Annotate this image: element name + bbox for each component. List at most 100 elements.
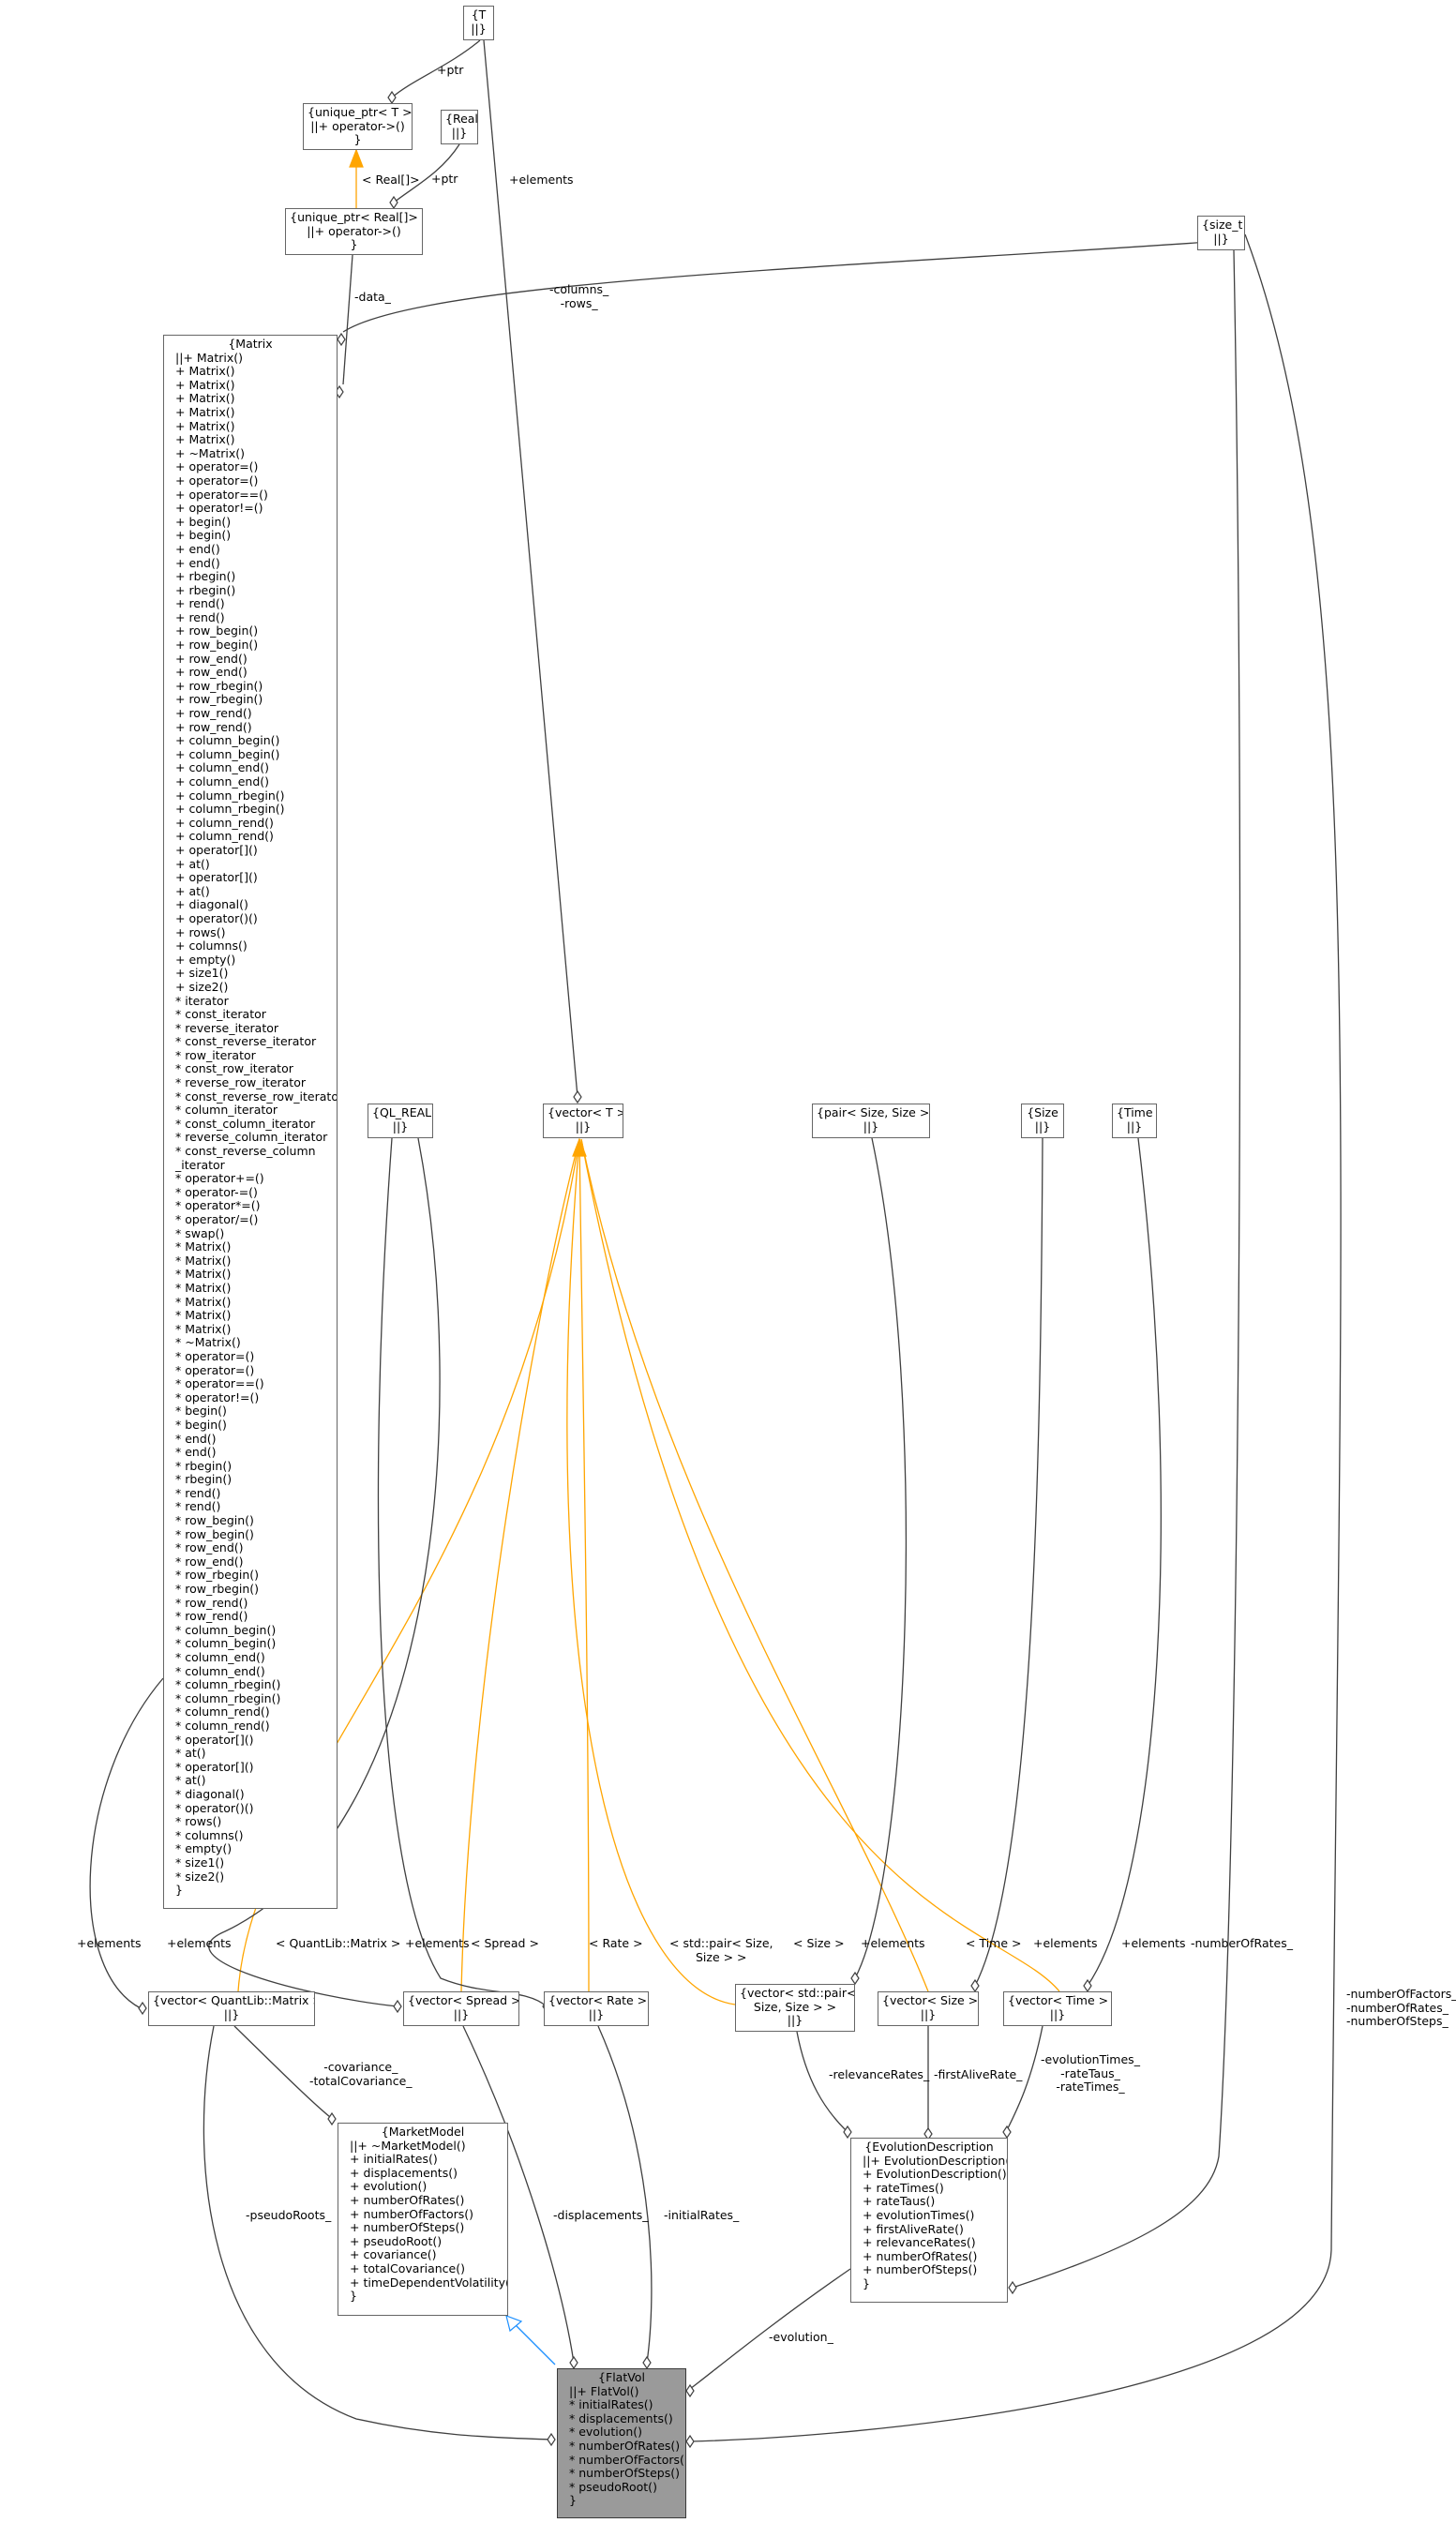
class-member: + operator=() — [175, 459, 259, 474]
class-member: * diagonal() — [175, 1786, 245, 1801]
class-member: + relevanceRates() — [863, 2235, 976, 2250]
class-member: + end() — [175, 555, 220, 570]
edge-label-elements-ql-real-a: +elements — [167, 1936, 232, 1950]
class-title: {Size — [1027, 1105, 1058, 1119]
inheritance-arrow — [505, 2315, 523, 2333]
class-node-unique-ptr-t[interactable]: {unique_ptr< T > ||+ operator->()} — [303, 103, 413, 150]
edge-label-ptr-real: +ptr — [431, 172, 458, 186]
class-member: * size1() — [175, 1855, 225, 1870]
class-member: * Matrix() — [175, 1321, 232, 1336]
class-member: + column_rbegin() — [175, 802, 285, 817]
class-member: * swap() — [175, 1225, 225, 1240]
class-member: * at() — [175, 1773, 206, 1788]
class-member: ||} — [1213, 231, 1229, 246]
class-member: + rend() — [175, 596, 225, 611]
edge-label-initial-rates: -initialRates_ — [664, 2208, 740, 2222]
class-member: ||} — [453, 2006, 470, 2021]
class-member: + row_end() — [175, 665, 248, 680]
class-member: + size1() — [175, 966, 229, 981]
class-member: + numberOfSteps() — [863, 2262, 978, 2277]
class-member: * const_reverse_column — [175, 1144, 316, 1159]
edge-pseudo-roots — [203, 2025, 552, 2440]
class-member: ||} — [451, 125, 468, 140]
edge-covariance — [233, 2025, 331, 2118]
edge-label-elements-time: +elements — [1121, 1936, 1186, 1950]
class-member: + numberOfRates() — [350, 2192, 465, 2207]
class-member: * operator()() — [175, 1800, 254, 1815]
class-member: * operator[]() — [175, 1759, 254, 1774]
class-member: * end() — [175, 1445, 217, 1460]
class-member: * empty() — [175, 1841, 233, 1856]
class-title: {pair< Size, Size > — [817, 1105, 930, 1119]
class-member: * const_iterator — [175, 1007, 266, 1022]
class-node-vector-rate[interactable]: {vector< Rate > ||} — [544, 1991, 649, 2026]
class-member: + row_rend() — [175, 719, 252, 734]
class-node-vector-size[interactable]: {vector< Size > ||} — [878, 1991, 979, 2026]
class-member: * operator*=() — [175, 1198, 261, 1213]
class-node-vector-matrix[interactable]: {vector< QuantLib::Matrix > ||} — [148, 1991, 315, 2026]
class-member: ||+ operator->() — [310, 118, 405, 133]
class-member: + rateTimes() — [863, 2180, 944, 2195]
class-node-t[interactable]: {T ||} — [463, 6, 494, 40]
class-member: * const_reverse_row_iterator — [175, 1089, 338, 1104]
class-node-evolution-description[interactable]: {EvolutionDescription ||+ EvolutionDescri… — [850, 2138, 1008, 2303]
class-member: ||} — [920, 2006, 937, 2021]
class-member: * Matrix() — [175, 1308, 232, 1323]
class-member: * pseudoRoot() — [569, 2479, 657, 2494]
class-node-flat-vol[interactable]: {FlatVol ||+ FlatVol() * initialRates() * d… — [557, 2368, 686, 2518]
class-member: Size, Size > > — [753, 1999, 837, 2014]
class-node-size-t[interactable]: {size_t ||} — [1197, 216, 1245, 250]
class-node-vector-t[interactable]: {vector< T > ||} — [543, 1104, 623, 1138]
class-member: + size2() — [175, 979, 229, 994]
class-node-vector-spread[interactable]: {vector< Spread > ||} — [403, 1991, 519, 2026]
class-member: + row_rbegin() — [175, 692, 263, 707]
edge-label-elements-ql-real-b: +elements — [405, 1936, 470, 1950]
class-member: + rows() — [175, 924, 226, 939]
aggregation-diamond — [1008, 2280, 1017, 2295]
class-node-size[interactable]: {Size ||} — [1021, 1104, 1064, 1138]
class-member: * column_iterator — [175, 1103, 278, 1118]
class-member: + ~Matrix() — [175, 445, 246, 460]
class-member: + Matrix() — [175, 377, 235, 392]
aggregation-diamond — [337, 332, 346, 347]
edge-evolution — [689, 2268, 851, 2390]
class-member: * iterator — [175, 993, 229, 1008]
class-node-ql-real[interactable]: {QL_REAL ||} — [368, 1104, 433, 1138]
edge-label-relevance-rates: -relevanceRates_ — [829, 2067, 930, 2081]
edge-label-covariance: -covariance_ -totalCovariance_ — [309, 2060, 413, 2088]
class-member: * operator!=() — [175, 1389, 260, 1404]
class-node-unique-ptr-real[interactable]: {unique_ptr< Real[]> ||+ operator->()} — [285, 208, 423, 255]
class-title: {unique_ptr< T > — [308, 105, 413, 119]
class-title: {T — [471, 8, 487, 22]
edge-label-binding-pair: < std::pair< Size, Size > > — [669, 1936, 773, 1964]
class-member: + column_end() — [175, 760, 270, 775]
class-member: + begin() — [175, 528, 232, 543]
class-member: + empty() — [175, 952, 236, 967]
class-member: * operator/=() — [175, 1212, 259, 1226]
class-member: * column_begin() — [175, 1636, 277, 1651]
edge-label-data: -data_ — [354, 290, 391, 304]
class-node-vector-pair[interactable]: {vector< std::pair< Size, Size > > ||} — [735, 1984, 855, 2032]
class-member: + EvolutionDescription() — [863, 2167, 1007, 2182]
class-node-matrix[interactable]: {Matrix ||+ Matrix() + Matrix() + Matrix() +… — [163, 335, 338, 1909]
class-member: * row_end() — [175, 1540, 244, 1555]
edge-elements-size — [974, 1137, 1043, 1987]
edge-elements-t — [483, 39, 578, 1098]
class-member: * operator==() — [175, 1376, 264, 1391]
class-node-vector-time[interactable]: {vector< Time > ||} — [1003, 1991, 1112, 2026]
class-node-time[interactable]: {Time ||} — [1112, 1104, 1157, 1138]
class-member: * row_begin() — [175, 1526, 254, 1541]
class-member: + operator==() — [175, 487, 268, 502]
class-node-real[interactable]: {Real ||} — [441, 110, 478, 144]
class-node-pair-size[interactable]: {pair< Size, Size > ||} — [812, 1104, 930, 1138]
class-member: + rateTaus() — [863, 2194, 936, 2209]
class-member: + operator[]() — [175, 842, 258, 857]
class-member: ||+ EvolutionDescription() — [863, 2153, 1008, 2168]
class-member: + column_begin() — [175, 733, 280, 748]
class-member: + numberOfRates() — [863, 2248, 978, 2263]
class-member: * column_end() — [175, 1650, 265, 1664]
edge-flat-sizes — [689, 233, 1342, 2442]
class-node-market-model[interactable]: {MarketModel ||+ ~MarketModel() + initialR… — [338, 2123, 508, 2316]
class-member: + column_end() — [175, 774, 270, 788]
class-member: + Matrix() — [175, 364, 235, 379]
